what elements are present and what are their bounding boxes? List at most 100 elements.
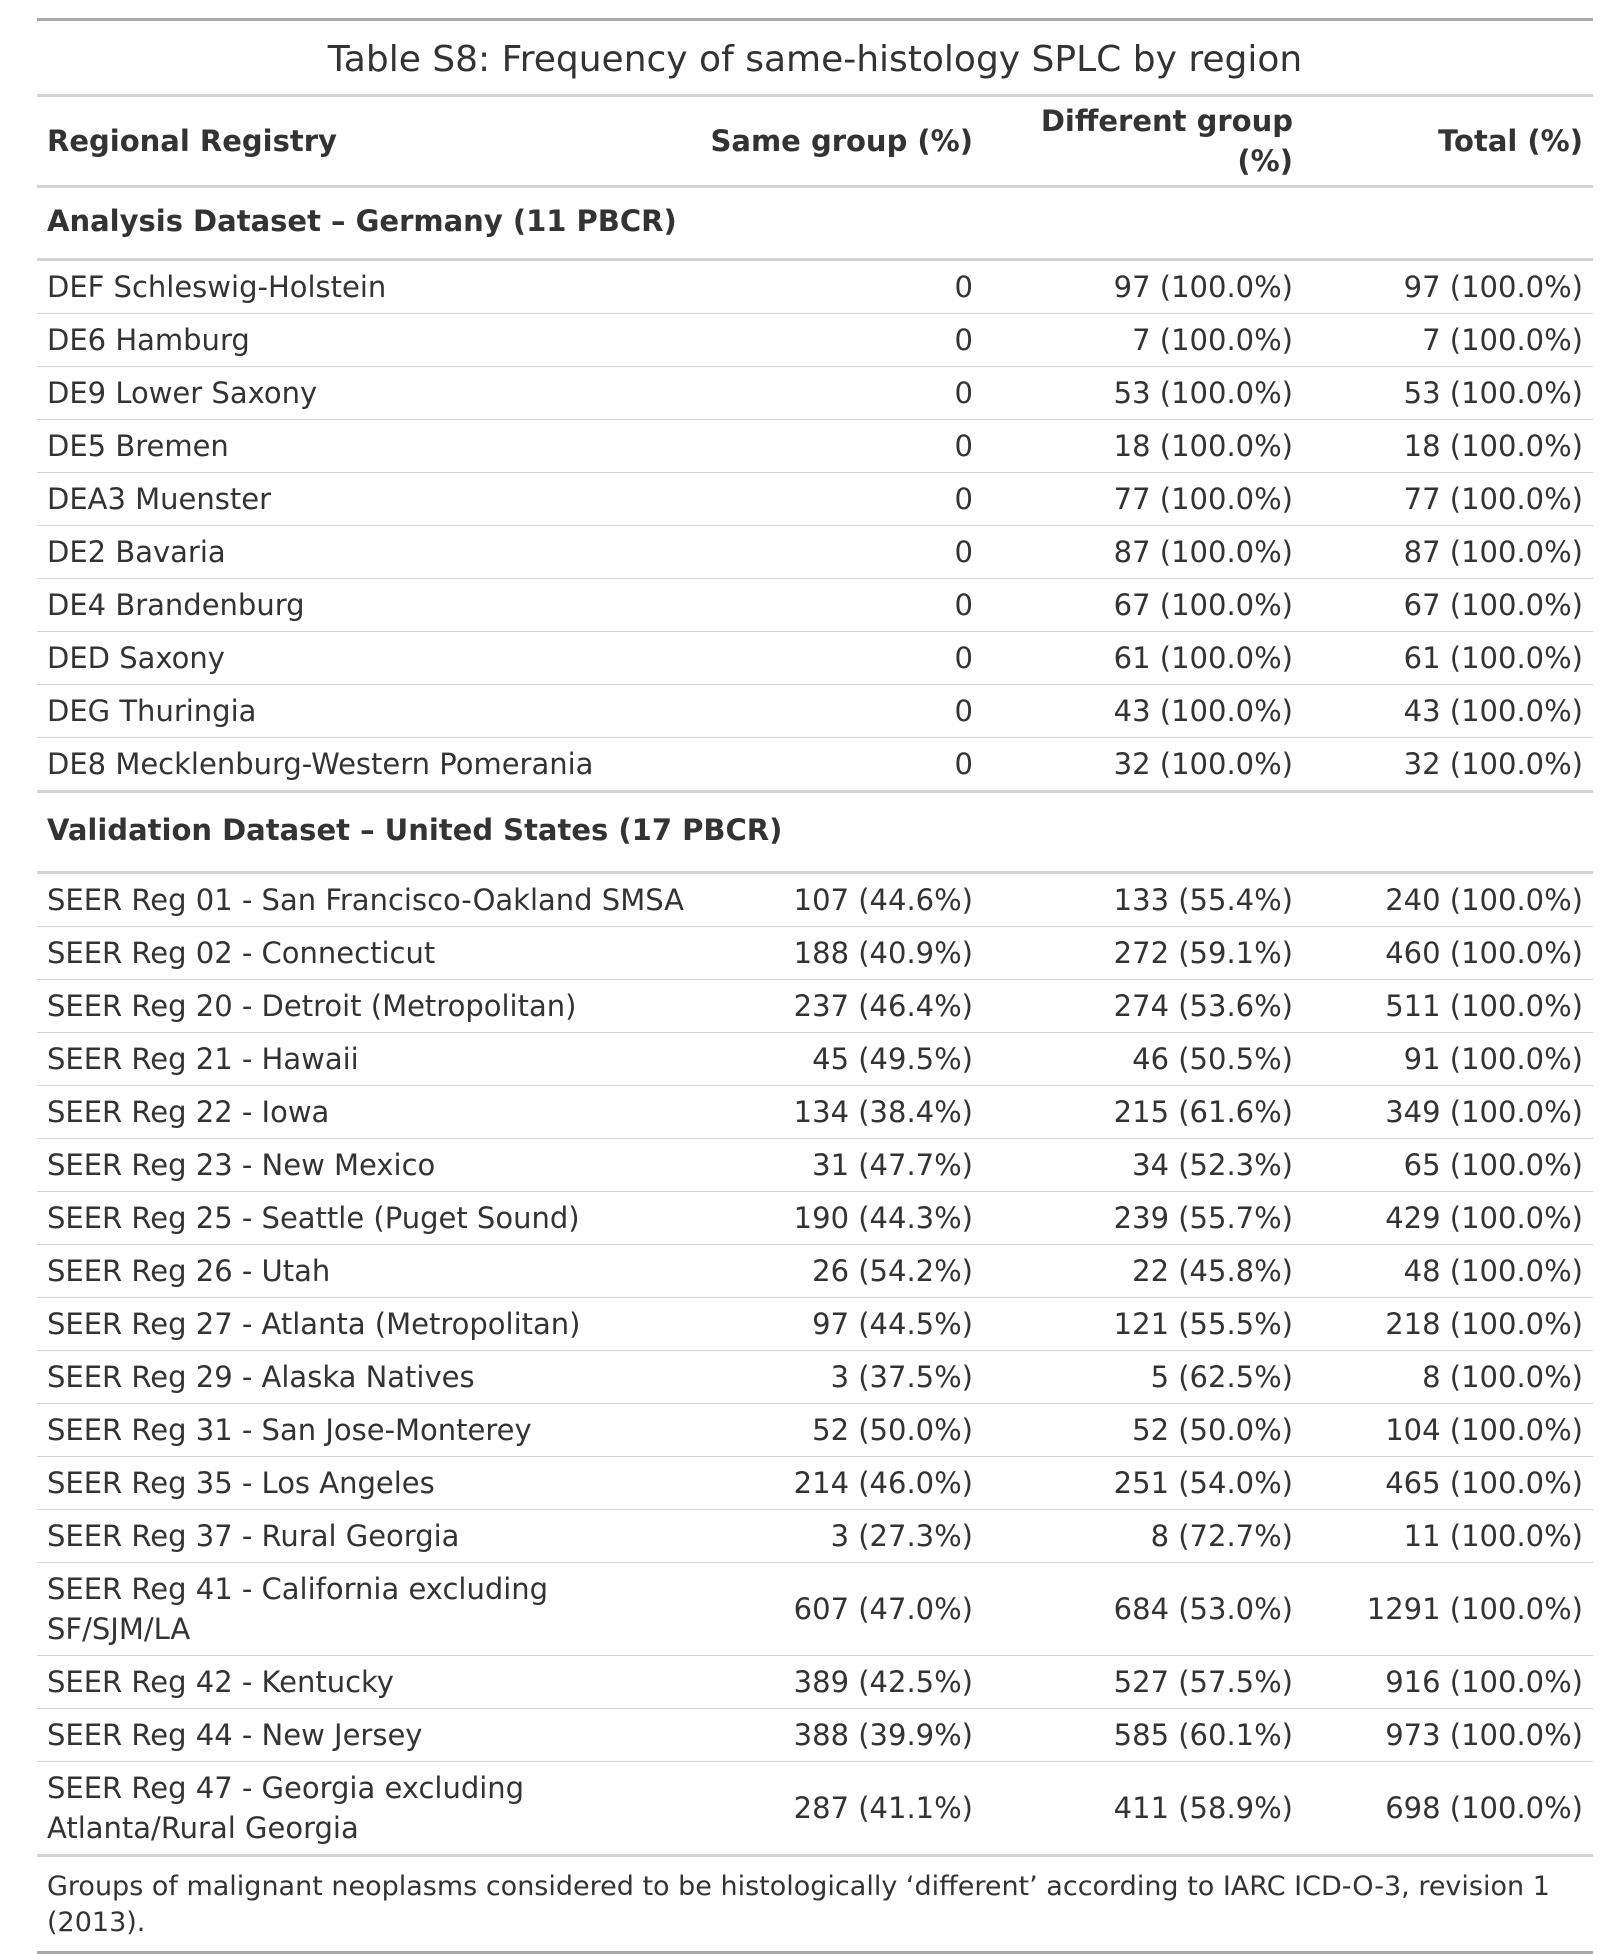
same-group-cell: 190 (44.3%) — [700, 1191, 983, 1245]
registry-cell: DE9 Lower Saxony — [37, 366, 700, 420]
registry-cell: DEA3 Muenster — [37, 472, 700, 526]
same-group-cell: 0 — [700, 631, 983, 685]
same-group-cell: 388 (39.9%) — [700, 1708, 983, 1762]
different-group-cell: 215 (61.6%) — [983, 1085, 1303, 1139]
footnote-row: Groups of malignant neoplasms considered… — [37, 1855, 1593, 1954]
different-group-cell: 61 (100.0%) — [983, 631, 1303, 685]
same-group-cell: 0 — [700, 419, 983, 473]
registry-cell: SEER Reg 23 - New Mexico — [37, 1138, 700, 1192]
same-group-cell: 52 (50.0%) — [700, 1403, 983, 1457]
registry-cell: SEER Reg 47 - Georgia excluding Atlanta/… — [37, 1761, 700, 1857]
total-cell: 1291 (100.0%) — [1303, 1562, 1593, 1656]
table-title: Table S8: Frequency of same-histology SP… — [37, 18, 1593, 94]
registry-cell: DE2 Bavaria — [37, 525, 700, 579]
total-cell: 18 (100.0%) — [1303, 419, 1593, 473]
registry-cell: SEER Reg 44 - New Jersey — [37, 1708, 700, 1762]
table-row: DEG Thuringia 0 43 (100.0%) 43 (100.0%) — [37, 684, 1593, 738]
same-group-cell: 214 (46.0%) — [700, 1456, 983, 1510]
different-group-cell: 87 (100.0%) — [983, 525, 1303, 579]
same-group-cell: 607 (47.0%) — [700, 1562, 983, 1656]
same-group-cell: 31 (47.7%) — [700, 1138, 983, 1192]
table-row: DE6 Hamburg 0 7 (100.0%) 7 (100.0%) — [37, 313, 1593, 367]
total-cell: 87 (100.0%) — [1303, 525, 1593, 579]
different-group-cell: 272 (59.1%) — [983, 926, 1303, 980]
table-row: DE4 Brandenburg 0 67 (100.0%) 67 (100.0%) — [37, 578, 1593, 632]
registry-cell: DE4 Brandenburg — [37, 578, 700, 632]
table-row: DEA3 Muenster 0 77 (100.0%) 77 (100.0%) — [37, 472, 1593, 526]
table-row: SEER Reg 41 - California excluding SF/SJ… — [37, 1562, 1593, 1656]
total-cell: 67 (100.0%) — [1303, 578, 1593, 632]
same-group-cell: 0 — [700, 472, 983, 526]
different-group-cell: 5 (62.5%) — [983, 1350, 1303, 1404]
same-group-cell: 3 (27.3%) — [700, 1509, 983, 1563]
table-container: Table S8: Frequency of same-histology SP… — [37, 18, 1593, 1954]
registry-cell: SEER Reg 20 - Detroit (Metropolitan) — [37, 979, 700, 1033]
registry-cell: SEER Reg 27 - Atlanta (Metropolitan) — [37, 1297, 700, 1351]
table-row: DE9 Lower Saxony 0 53 (100.0%) 53 (100.0%) — [37, 366, 1593, 420]
different-group-cell: 53 (100.0%) — [983, 366, 1303, 420]
table-row: DE8 Mecklenburg-Western Pomerania 0 32 (10… — [37, 737, 1593, 792]
header-row: Regional Registry Same group (%) Differe… — [37, 94, 1593, 188]
registry-cell: SEER Reg 02 - Connecticut — [37, 926, 700, 980]
different-group-cell: 77 (100.0%) — [983, 472, 1303, 526]
registry-cell: DEG Thuringia — [37, 684, 700, 738]
column-header-total: Total (%) — [1303, 94, 1593, 188]
column-header-registry: Regional Registry — [37, 94, 700, 188]
total-cell: 48 (100.0%) — [1303, 1244, 1593, 1298]
same-group-cell: 237 (46.4%) — [700, 979, 983, 1033]
total-cell: 8 (100.0%) — [1303, 1350, 1593, 1404]
registry-cell: SEER Reg 31 - San Jose-Monterey — [37, 1403, 700, 1457]
total-cell: 429 (100.0%) — [1303, 1191, 1593, 1245]
same-group-cell: 389 (42.5%) — [700, 1655, 983, 1709]
table-row: DE5 Bremen 0 18 (100.0%) 18 (100.0%) — [37, 419, 1593, 473]
same-group-cell: 0 — [700, 737, 983, 792]
registry-cell: SEER Reg 35 - Los Angeles — [37, 1456, 700, 1510]
table-row: DEF Schleswig-Holstein 0 97 (100.0%) 97 (10… — [37, 260, 1593, 314]
table-footnote: Groups of malignant neoplasms considered… — [37, 1855, 1593, 1954]
total-cell: 511 (100.0%) — [1303, 979, 1593, 1033]
table-footer: Groups of malignant neoplasms considered… — [37, 1855, 1593, 1954]
table-row: SEER Reg 26 - Utah 26 (54.2%) 22 (45.8%) 48… — [37, 1244, 1593, 1298]
same-group-cell: 0 — [700, 313, 983, 367]
table-body: Analysis Dataset – Germany (11 PBCR) DEF … — [37, 186, 1593, 1857]
total-cell: 77 (100.0%) — [1303, 472, 1593, 526]
same-group-cell: 45 (49.5%) — [700, 1032, 983, 1086]
different-group-cell: 18 (100.0%) — [983, 419, 1303, 473]
different-group-cell: 133 (55.4%) — [1113, 883, 1293, 917]
same-group-cell: 0 — [700, 578, 983, 632]
registry-cell: SEER Reg 37 - Rural Georgia — [37, 1509, 700, 1563]
registry-cell: SEER Reg 01 - San Francisco-Oakland SMSA — [47, 883, 685, 917]
same-group-cell: 0 — [954, 270, 973, 304]
total-cell: 698 (100.0%) — [1303, 1761, 1593, 1857]
different-group-cell: 46 (50.5%) — [983, 1032, 1303, 1086]
different-group-cell: 585 (60.1%) — [983, 1708, 1303, 1762]
table-row: DE2 Bavaria 0 87 (100.0%) 87 (100.0%) — [37, 525, 1593, 579]
different-group-cell: 7 (100.0%) — [983, 313, 1303, 367]
table-row: SEER Reg 21 - Hawaii 45 (49.5%) 46 (50.5%)… — [37, 1032, 1593, 1086]
table-row: SEER Reg 01 - San Francisco-Oakland SMSA… — [37, 873, 1593, 927]
registry-cell: SEER Reg 42 - Kentucky — [37, 1655, 700, 1709]
registry-cell: DE8 Mecklenburg-Western Pomerania — [37, 737, 700, 792]
total-cell: 465 (100.0%) — [1303, 1456, 1593, 1510]
total-cell: 916 (100.0%) — [1303, 1655, 1593, 1709]
registry-cell: SEER Reg 29 - Alaska Natives — [37, 1350, 700, 1404]
total-cell: 91 (100.0%) — [1303, 1032, 1593, 1086]
registry-cell: SEER Reg 41 - California excluding SF/SJ… — [37, 1562, 700, 1656]
same-group-cell: 287 (41.1%) — [700, 1761, 983, 1857]
registry-cell: DE5 Bremen — [37, 419, 700, 473]
group-header-row: Analysis Dataset – Germany (11 PBCR) — [37, 186, 1593, 261]
total-cell: 61 (100.0%) — [1303, 631, 1593, 685]
same-group-cell: 134 (38.4%) — [700, 1085, 983, 1139]
table-row: SEER Reg 25 - Seattle (Puget Sound) 190 (… — [37, 1191, 1593, 1245]
table-row: DED Saxony 0 61 (100.0%) 61 (100.0%) — [37, 631, 1593, 685]
same-group-cell: 0 — [700, 366, 983, 420]
total-cell: 97 (100.0%) — [1403, 270, 1583, 304]
table-row: SEER Reg 02 - Connecticut 188 (40.9%) 272 … — [37, 926, 1593, 980]
total-cell: 53 (100.0%) — [1303, 366, 1593, 420]
different-group-cell: 8 (72.7%) — [983, 1509, 1303, 1563]
table-row: SEER Reg 37 - Rural Georgia 3 (27.3%) 8 (7… — [37, 1509, 1593, 1563]
same-group-cell: 188 (40.9%) — [700, 926, 983, 980]
column-header-same-group: Same group (%) — [700, 94, 983, 188]
different-group-cell: 32 (100.0%) — [983, 737, 1303, 792]
total-cell: 43 (100.0%) — [1303, 684, 1593, 738]
